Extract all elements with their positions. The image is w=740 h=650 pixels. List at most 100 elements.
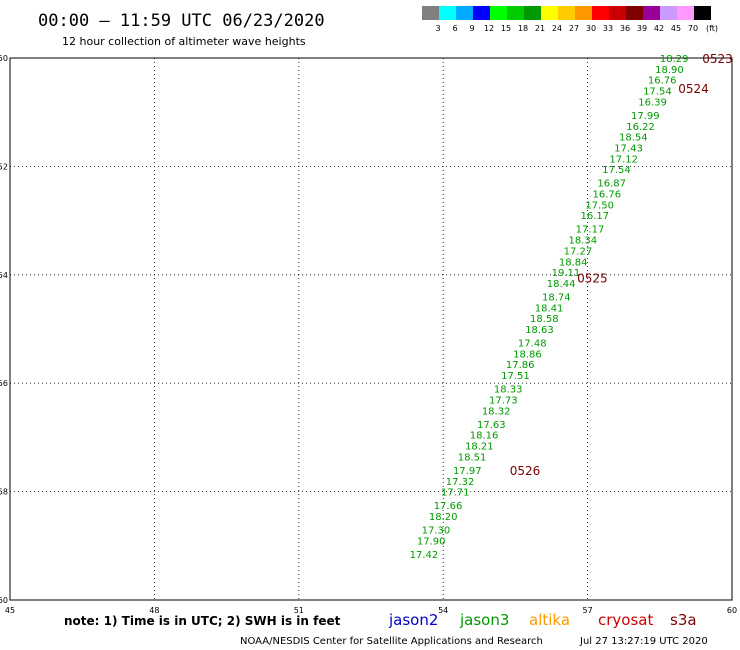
color-legend: 3 6 9 12 15 18 21 24 27 30 33 36 39 42 45 70 (ft) — [422, 6, 718, 33]
footer-timestamp: Jul 27 13:27:19 UTC 2020 — [579, 636, 708, 647]
map-title: 00:00 – 11:59 UTC 06/23/2020 — [38, 11, 325, 31]
wave-height-label: 18.20 — [429, 512, 458, 523]
map-subtitle: 12 hour collection of altimeter wave hei… — [62, 35, 306, 48]
legend-label: 42 — [654, 24, 664, 33]
longitude-tick-label: 45 — [5, 606, 15, 615]
latitude-tick-label: -54 — [0, 271, 8, 280]
time-label: 0524 — [678, 82, 709, 96]
legend-swatch — [643, 6, 660, 20]
wave-height-label: 16.76 — [593, 190, 622, 201]
legend-label: 6 — [452, 24, 457, 33]
legend-swatch — [694, 6, 711, 20]
legend-swatch — [626, 6, 643, 20]
wave-height-label: 17.66 — [434, 501, 463, 512]
wave-height-label: 19.11 — [552, 268, 581, 279]
longitude-ticks: 45 48 51 54 57 60 — [5, 606, 737, 615]
legend-swatch — [456, 6, 473, 20]
wave-height-label: 17.63 — [477, 420, 506, 431]
wave-height-label: 16.22 — [626, 122, 655, 133]
satellite-legend: jason2 jason3 altika cryosat s3a — [388, 611, 697, 629]
wave-height-label: 16.87 — [597, 179, 626, 190]
wave-height-label: 18.51 — [458, 452, 487, 463]
latitude-tick-label: -50 — [0, 54, 8, 63]
map-grid — [10, 58, 732, 600]
longitude-tick-label: 54 — [438, 606, 448, 615]
legend-label: 33 — [603, 24, 613, 33]
longitude-tick-label: 57 — [583, 606, 593, 615]
wave-height-label: 17.73 — [489, 395, 518, 406]
satellite-name: cryosat — [598, 611, 653, 629]
legend-label: 39 — [637, 24, 647, 33]
wave-height-label: 18.44 — [547, 279, 576, 290]
longitude-tick-label: 60 — [727, 606, 737, 615]
wave-height-labels: 18.2918.9016.7617.5416.3917.9916.2218.54… — [410, 54, 689, 561]
wave-height-label: 17.99 — [631, 111, 660, 122]
legend-swatch — [490, 6, 507, 20]
wave-height-label: 18.84 — [559, 257, 588, 268]
wave-height-label: 17.86 — [506, 360, 535, 371]
wave-height-label: 16.76 — [648, 76, 677, 87]
legend-label: 30 — [586, 24, 596, 33]
footer-credit: NOAA/NESDIS Center for Satellite Applica… — [240, 636, 543, 647]
legend-label: 3 — [435, 24, 440, 33]
plot-frame — [9, 57, 733, 601]
wave-height-label: 18.41 — [535, 303, 564, 314]
satellite-name: altika — [529, 611, 570, 629]
legend-swatch — [677, 6, 694, 20]
wave-height-label: 16.17 — [580, 211, 609, 222]
wave-height-label: 18.63 — [525, 325, 554, 336]
note-text: note: 1) Time is in UTC; 2) SWH is in fe… — [64, 614, 341, 628]
time-label: 0525 — [577, 272, 608, 286]
wave-height-label: 17.27 — [564, 246, 593, 257]
longitude-tick-label: 48 — [149, 606, 159, 615]
wave-height-label: 16.39 — [638, 97, 667, 108]
wave-height-label: 17.90 — [417, 536, 446, 547]
legend-swatch — [524, 6, 541, 20]
wave-height-label: 18.16 — [470, 431, 499, 442]
wave-height-label: 18.29 — [660, 54, 689, 65]
wave-height-label: 18.33 — [494, 385, 523, 396]
legend-swatch — [592, 6, 609, 20]
wave-height-label: 17.50 — [585, 200, 614, 211]
latitude-tick-label: -58 — [0, 488, 8, 497]
wave-height-label: 18.90 — [655, 65, 684, 76]
wave-height-label: 18.32 — [482, 406, 511, 417]
legend-swatch — [541, 6, 558, 20]
wave-height-label: 17.51 — [501, 371, 530, 382]
wave-height-label: 17.42 — [410, 550, 439, 561]
legend-swatch — [439, 6, 456, 20]
legend-label: 36 — [620, 24, 630, 33]
legend-label: 27 — [569, 24, 579, 33]
wave-height-label: 17.54 — [643, 87, 672, 98]
legend-swatch — [575, 6, 592, 20]
satellite-name: jason2 — [388, 611, 438, 629]
wave-height-label: 17.12 — [609, 154, 638, 165]
legend-swatch — [609, 6, 626, 20]
wave-height-label: 17.43 — [614, 143, 643, 154]
wave-height-label: 17.48 — [518, 339, 547, 350]
wave-height-label: 17.71 — [441, 488, 470, 499]
legend-label: 45 — [671, 24, 681, 33]
legend-swatch — [558, 6, 575, 20]
wave-height-label: 18.58 — [530, 314, 559, 325]
legend-label: 18 — [518, 24, 528, 33]
wave-height-label: 18.54 — [619, 133, 648, 144]
wave-height-label: 17.97 — [453, 466, 482, 477]
wave-height-label: 18.86 — [513, 349, 542, 360]
satellite-name: s3a — [670, 611, 697, 629]
legend-label: 9 — [469, 24, 474, 33]
wave-height-label: 17.30 — [422, 526, 451, 537]
legend-swatch — [507, 6, 524, 20]
wave-height-label: 18.74 — [542, 292, 571, 303]
wave-height-label: 18.34 — [568, 236, 597, 247]
latitude-tick-label: -56 — [0, 379, 8, 388]
legend-label: 12 — [484, 24, 494, 33]
latitude-ticks: -50 -52 -54 -56 -58 -60 — [0, 54, 8, 605]
time-label: 0523 — [702, 52, 733, 66]
legend-swatch — [473, 6, 490, 20]
satellite-name: jason3 — [459, 611, 509, 629]
time-label: 0526 — [510, 464, 541, 478]
legend-label: 21 — [535, 24, 545, 33]
legend-label: (ft) — [706, 24, 718, 33]
